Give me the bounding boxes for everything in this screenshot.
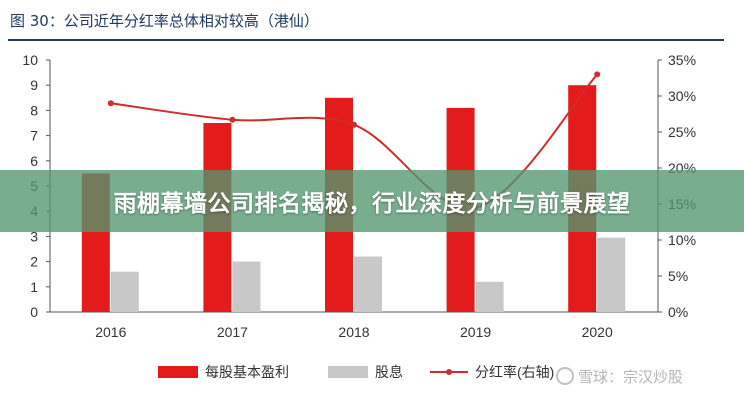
legend-label-payout: 分红率(右轴) (475, 364, 554, 380)
x-tick-label: 2019 (460, 324, 491, 340)
legend-swatch-dividend (328, 366, 368, 378)
y-left-tick-label: 7 (30, 128, 38, 144)
y-left-tick-label: 8 (30, 102, 38, 118)
y-left-tick-label: 10 (22, 52, 38, 68)
watermark-text: 雪球：宗汉炒股 (578, 368, 684, 386)
y-right-tick-label: 25% (668, 124, 696, 140)
figure-title: 图 30：公司近年分红率总体相对较高（港仙） (10, 12, 319, 30)
bar-dividend (475, 281, 504, 312)
watermark: 雪球：宗汉炒股 (556, 366, 683, 387)
y-left-tick-label: 1 (30, 279, 38, 295)
point-payout-ratio (229, 116, 236, 123)
bar-dividend (354, 256, 382, 312)
legend-label-eps: 每股基本盈利 (205, 364, 289, 380)
point-payout-ratio (351, 121, 357, 128)
point-payout-ratio (107, 100, 114, 107)
y-left-tick-label: 2 (30, 254, 38, 270)
legend-swatch-payout-marker (446, 369, 452, 375)
watermark-logo-icon (556, 367, 574, 385)
x-tick-label: 2020 (582, 324, 613, 340)
overlay-banner: 雨棚幕墙公司排名揭秘，行业深度分析与前景展望 (0, 170, 744, 232)
y-right-tick-label: 10% (668, 232, 696, 248)
y-right-tick-label: 0% (668, 304, 688, 320)
y-left-tick-label: 0 (30, 304, 38, 320)
bar-dividend (110, 271, 139, 312)
figure-header: 图 30：公司近年分红率总体相对较高（港仙） (0, 0, 744, 46)
x-tick-label: 2018 (338, 324, 369, 340)
x-tick-label: 2016 (95, 324, 126, 340)
y-right-tick-label: 5% (668, 268, 688, 284)
y-right-tick-label: 35% (668, 52, 696, 68)
y-left-tick-label: 3 (30, 228, 38, 244)
x-tick-label: 2017 (217, 324, 248, 340)
legend-label-dividend: 股息 (375, 364, 403, 380)
y-left-tick-label: 6 (30, 153, 38, 169)
banner-text: 雨棚幕墙公司排名揭秘，行业深度分析与前景展望 (113, 191, 631, 217)
point-payout-ratio (594, 71, 601, 78)
bar-dividend (597, 237, 626, 312)
legend-swatch-eps (158, 366, 198, 378)
y-left-tick-label: 9 (30, 77, 38, 93)
title-rule (8, 39, 724, 41)
y-right-tick-label: 30% (668, 88, 696, 104)
bar-dividend (232, 261, 261, 312)
